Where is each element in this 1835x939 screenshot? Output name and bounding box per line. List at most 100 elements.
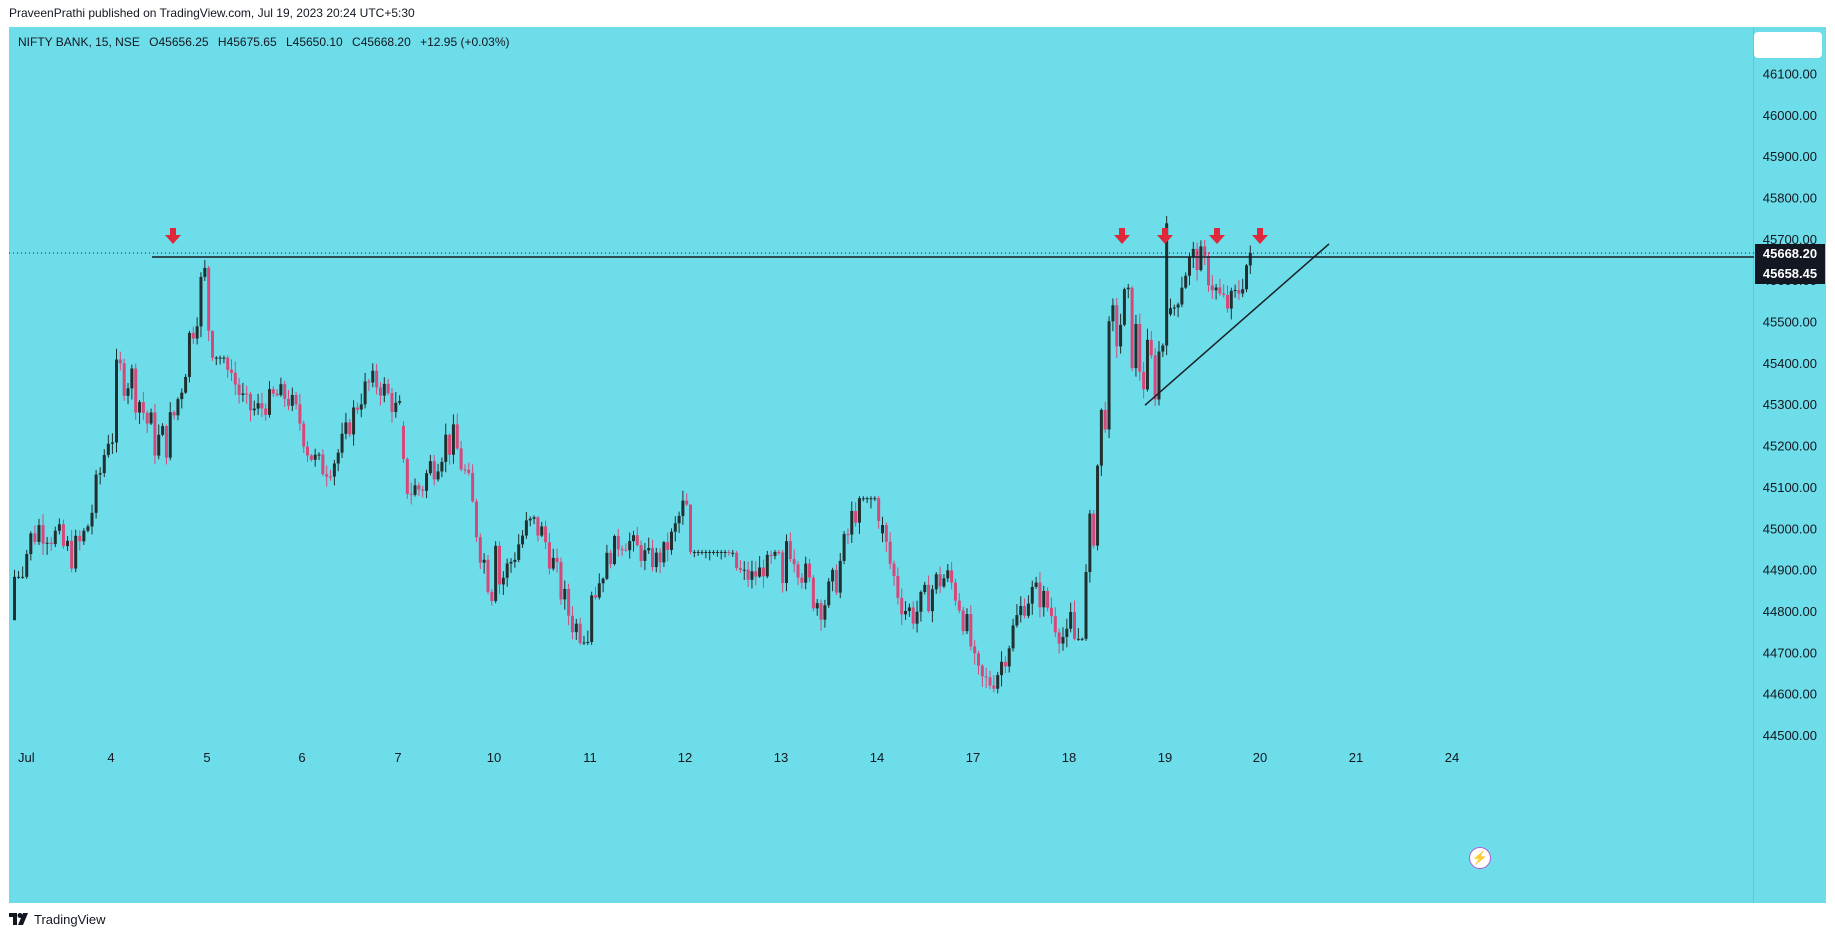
candle-body [1096,465,1100,546]
price-scale-button[interactable] [1754,32,1822,58]
candle-body [578,623,582,643]
candle-body [61,524,65,547]
chart-pane[interactable]: 44500.00 44600.00 44700.00 44800.00 44900.00… [9,27,1817,903]
candle-body [647,548,651,551]
candle-body [1084,572,1088,639]
candle-body [1157,351,1161,400]
candle-body [141,402,145,413]
candle-body [1092,513,1096,546]
candle-body [191,332,195,339]
candle-body [375,370,379,388]
candle-body [405,459,409,494]
candle-body [29,533,33,555]
trendline[interactable] [1144,243,1330,406]
candle-body [1049,607,1053,617]
candle-body [49,542,53,545]
candle-body [1149,339,1153,356]
candle-body [544,526,548,543]
candle-body [1088,513,1092,573]
candle-body [134,368,138,413]
candle-body [161,426,165,435]
candle-body [704,551,708,553]
candle-body [838,560,842,593]
candle-body [635,535,639,546]
candle-body [264,408,268,415]
candle-body [1061,636,1065,644]
candle-body [700,551,704,553]
candle-body [1034,582,1038,587]
candle-body [632,535,635,542]
candle-body [988,677,992,686]
legend-change: +12.95 (+0.03%) [420,35,510,49]
candle-body [712,551,716,553]
candle-body [302,423,306,447]
candle-body [792,559,796,565]
candle-body [474,501,478,538]
x-tick-label: 17 [966,750,980,765]
candle-body [815,603,819,609]
candle-body [1046,590,1050,608]
candle-body [742,569,746,571]
candle-body [371,370,375,383]
candle-body [1003,661,1007,667]
candle-body [41,525,45,544]
candle-body [923,584,927,592]
x-tick-label: 14 [870,750,884,765]
candle-body [1057,632,1061,644]
candle-body [536,517,540,536]
candlestick-chart[interactable]: 44500.00 44600.00 44700.00 44800.00 44900.00… [9,27,1826,903]
candle-body [386,383,390,394]
candle-body [930,589,934,612]
candle-body [942,578,946,587]
candle-body [256,403,260,409]
candle-body [811,577,815,609]
tradingview-logo-icon [9,913,28,925]
candle-body [796,564,800,578]
y-tick-label: 46100.00 [1763,66,1817,81]
x-tick-label: 11 [583,750,597,765]
candle-body [340,433,344,453]
candle-body [355,407,359,410]
candle-body [455,424,459,449]
candle-body [919,591,923,612]
candle-body [309,455,313,460]
candle-body [425,473,429,491]
candle-body [938,574,942,587]
candle-body [94,474,98,513]
candle-body [547,542,551,569]
candle-body [382,383,386,396]
candle-body [126,388,130,396]
flash-icon[interactable]: ⚡ [1469,847,1491,869]
candle-body [957,600,961,611]
candle-body [249,393,252,411]
legend-low: L45650.10 [285,35,343,49]
candle-body [662,542,666,563]
down-arrow-icon [1209,228,1225,244]
candle-body [788,541,792,560]
candle-body [761,567,765,577]
candle-body [823,605,827,620]
candle-body [708,551,712,553]
y-tick-label: 45500.00 [1763,315,1817,330]
candle-body [559,561,563,600]
candle-body [808,563,812,578]
candle-body [451,424,455,455]
candle-body [551,557,555,569]
candle-body [1073,611,1076,639]
candle-body [122,363,126,396]
candle-body [946,570,950,579]
candle-body [977,653,980,666]
symbol-legend: NIFTY BANK, 15, NSE O45656.25 H45675.65 … [18,35,516,49]
candle-body [325,474,329,477]
candle-body [482,559,486,563]
candle-body [1138,323,1142,372]
candle-body [494,545,498,601]
candle-body [176,399,180,416]
candle-body [746,569,750,580]
x-tick-label: 19 [1158,750,1172,765]
candle-body [620,549,624,551]
footer-brand: TradingView [34,912,106,927]
candle-body [758,567,762,577]
candle-body [1007,648,1011,667]
line-price-tag: 45658.45 [1755,264,1825,284]
